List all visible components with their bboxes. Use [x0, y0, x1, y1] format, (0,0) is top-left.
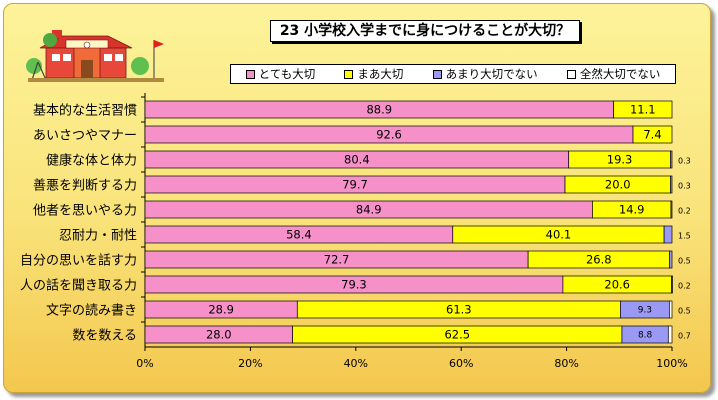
x-tick-label-0: 0% [136, 357, 153, 370]
plot-area: 0% 20% 40% 60% 80% 100% 基本的な生活習慣 88.9 11.1 あいさつやマ… [20, 93, 691, 370]
chart-legend: とても大切 まあ大切 あまり大切でない 全然大切でない [230, 64, 676, 84]
legend-item-2: あまり大切でない [432, 65, 538, 83]
legend-swatch-3 [566, 69, 576, 79]
outside-label-5: 1.5 [678, 232, 691, 241]
data-label-8-s0: 28.9 [208, 303, 234, 317]
data-label-7-s1: 20.6 [604, 278, 630, 292]
x-tick-label-1: 20% [238, 357, 262, 370]
bar-2-s2 [670, 150, 673, 169]
data-label-6-s1: 26.8 [586, 253, 612, 267]
school-illustration [26, 30, 164, 82]
data-label-5-s1: 40.1 [546, 228, 572, 242]
legend-swatch-1 [344, 69, 354, 79]
category-label-0: 基本的な生活習慣 [33, 103, 137, 119]
legend-item-1: まあ大切 [344, 65, 403, 83]
bar-4-s2 [670, 200, 673, 219]
legend-label-2: あまり大切でない [445, 67, 538, 81]
data-label-5-s0: 58.4 [286, 228, 312, 242]
category-label-4: 他者を思いやる力 [33, 204, 137, 219]
outside-label-8: 0.5 [678, 307, 691, 316]
legend-label-0: とても大切 [258, 67, 316, 81]
category-label-3: 善悪を判断する力 [33, 178, 137, 194]
bar-0-s1 [613, 100, 673, 119]
category-label-8: 文字の読み書き [46, 303, 137, 319]
bar-1-s1 [632, 125, 673, 144]
legend-swatch-2 [432, 69, 442, 79]
outside-label-4: 0.2 [678, 207, 691, 216]
category-label-7: 人の話を聞き取る力 [20, 278, 137, 294]
data-label-6-s0: 72.7 [324, 253, 350, 267]
category-label-9: 数を数える [72, 329, 137, 344]
data-label-3-s0: 79.7 [342, 178, 368, 192]
data-label-4-s1: 14.9 [619, 203, 645, 217]
category-label-2: 健康な体と体力 [46, 153, 137, 169]
bar-6-s2 [669, 250, 673, 269]
outside-label-7: 0.2 [678, 282, 691, 291]
bar-8-s3 [669, 300, 673, 319]
bar-5-s2 [663, 225, 673, 244]
data-label-7-s0: 79.3 [341, 278, 367, 292]
data-label-4-s0: 84.9 [356, 203, 382, 217]
data-label-2-s0: 80.4 [344, 153, 370, 167]
outside-label-6: 0.5 [678, 257, 691, 266]
data-label-9-s0: 28.0 [206, 328, 232, 342]
data-label-0-s1: 11.1 [630, 103, 656, 117]
x-tick-label-4: 80% [554, 357, 578, 370]
bar-3-s2 [670, 175, 673, 194]
data-label-1-s0: 92.6 [376, 128, 402, 142]
bar-9-s3 [667, 325, 673, 344]
data-label-3-s1: 20.0 [605, 178, 631, 192]
x-tick-label-2: 40% [344, 357, 368, 370]
data-label-8-s1: 61.3 [446, 303, 472, 317]
legend-swatch-0 [245, 69, 255, 79]
data-label-1-s1: 7.4 [643, 128, 661, 142]
legend-label-1: まあ大切 [357, 67, 404, 81]
bar-7-s2 [671, 275, 673, 294]
legend-label-3: 全然大切でない [579, 67, 661, 81]
chart-title: 23 小学校入学までに身につけることが大切？ [270, 20, 580, 42]
outside-label-2: 0.3 [678, 157, 691, 166]
data-label-9-s1: 62.5 [444, 328, 470, 342]
outside-label-9: 0.7 [678, 332, 691, 341]
data-label-8-s2: 9.3 [638, 306, 652, 316]
legend-item-0: とても大切 [245, 65, 316, 83]
data-label-2-s1: 19.3 [607, 153, 633, 167]
outside-label-3: 0.3 [678, 182, 691, 191]
category-label-6: 自分の思いを話す力 [20, 253, 137, 269]
x-tick-label-5: 100% [656, 357, 687, 370]
category-label-5: 忍耐力・耐性 [59, 229, 137, 244]
data-label-9-s2: 8.8 [638, 331, 653, 341]
x-tick-label-3: 60% [449, 357, 473, 370]
legend-item-3: 全然大切でない [566, 65, 661, 83]
category-label-1: あいさつやマナー [33, 129, 137, 144]
data-label-0-s0: 88.9 [366, 103, 392, 117]
